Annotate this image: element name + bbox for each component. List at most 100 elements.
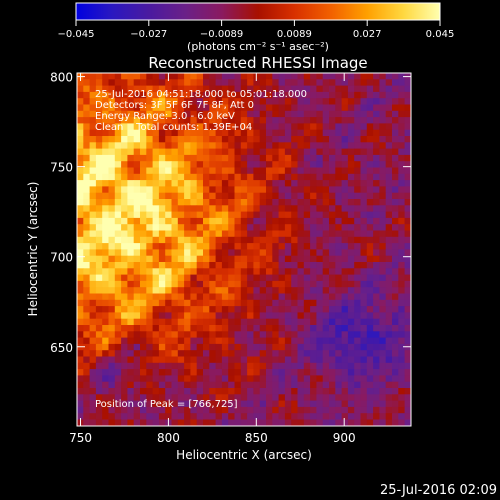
heatmap-cell (284, 274, 292, 282)
heatmap-cell (322, 274, 330, 282)
heatmap-cell (177, 381, 185, 389)
heatmap-cell (341, 199, 349, 206)
heatmap-cell (127, 167, 135, 175)
heatmap-cell (240, 375, 248, 383)
heatmap-cell (316, 104, 324, 112)
heatmap-cell (385, 110, 393, 118)
heatmap-cell (140, 211, 147, 219)
heatmap-cell (102, 325, 109, 332)
heatmap-cell (203, 98, 210, 105)
heatmap-cell (83, 224, 90, 231)
heatmap-cell (228, 280, 235, 288)
heatmap-cell (322, 425, 330, 426)
heatmap-cell (373, 425, 380, 426)
heatmap-cell (234, 148, 242, 156)
heatmap-cell (228, 350, 235, 357)
heatmap-cell (228, 268, 235, 275)
heatmap-cell (228, 306, 235, 313)
heatmap-cell (209, 167, 216, 175)
heatmap-cell (177, 186, 185, 194)
heatmap-cell (158, 419, 166, 426)
heatmap-cell (203, 79, 210, 86)
heatmap-cell (303, 350, 311, 357)
annotation-time-range: 25-Jul-2016 04:51:18.000 to 05:01:18.000 (95, 89, 307, 100)
heatmap-cell (398, 337, 405, 345)
heatmap-cell (329, 312, 336, 320)
heatmap-cell (347, 325, 355, 332)
heatmap-cell (215, 350, 223, 357)
heatmap-cell (385, 199, 393, 206)
heatmap-cell (121, 230, 128, 238)
heatmap-cell (209, 98, 216, 105)
heatmap-cell (190, 312, 198, 320)
heatmap-cell (158, 217, 166, 225)
heatmap-cell (272, 255, 279, 263)
heatmap-cell (127, 388, 135, 395)
heatmap-cell (190, 192, 198, 200)
heatmap-cell (329, 331, 336, 338)
heatmap-cell (291, 388, 298, 395)
heatmap-cell (140, 274, 147, 282)
heatmap-cell (95, 243, 103, 250)
heatmap-cell (385, 243, 393, 250)
heatmap-cell (190, 186, 198, 194)
heatmap-cell (209, 186, 216, 194)
heatmap-cell (165, 129, 172, 137)
heatmap-cell (114, 136, 122, 143)
heatmap-cell (366, 205, 374, 212)
heatmap-cell (366, 243, 374, 250)
heatmap-cell (171, 262, 179, 269)
heatmap-cell (177, 325, 185, 332)
heatmap-cell (140, 217, 147, 225)
heatmap-cell (121, 217, 128, 225)
heatmap-cell (373, 274, 380, 282)
heatmap-cell (102, 375, 109, 383)
heatmap-cell (215, 199, 223, 206)
heatmap-cell (366, 236, 374, 244)
heatmap-cell (341, 375, 349, 383)
heatmap-cell (316, 255, 324, 263)
heatmap-cell (240, 331, 248, 338)
heatmap-cell (366, 268, 374, 275)
heatmap-cell (360, 217, 368, 225)
heatmap-cell (247, 413, 254, 420)
heatmap-cell (329, 217, 336, 225)
heatmap-cell (102, 224, 109, 231)
heatmap-cell (297, 268, 305, 275)
heatmap-cell (165, 406, 172, 414)
heatmap-cell (177, 192, 185, 200)
heatmap-cell (329, 142, 336, 149)
heatmap-cell (272, 280, 279, 288)
heatmap-cell (133, 369, 141, 376)
heatmap-cell (366, 337, 374, 345)
heatmap-cell (89, 243, 97, 250)
heatmap-cell (83, 293, 90, 301)
heatmap-cell (360, 262, 368, 269)
heatmap-cell (310, 413, 317, 420)
heatmap-cell (196, 312, 204, 320)
heatmap-cell (398, 73, 405, 80)
heatmap-cell (354, 180, 361, 187)
heatmap-cell (354, 117, 361, 124)
heatmap-cell (121, 268, 128, 275)
heatmap-cell (83, 123, 90, 131)
heatmap-cell (209, 419, 216, 426)
heatmap-cell (335, 262, 342, 269)
heatmap-cell (291, 98, 298, 105)
heatmap-cell (221, 224, 229, 231)
heatmap-cell (240, 91, 248, 99)
heatmap-cell (140, 180, 147, 187)
heatmap-cell (360, 325, 368, 332)
heatmap-cell (114, 117, 122, 124)
heatmap-cell (209, 299, 216, 307)
heatmap-cell (114, 337, 122, 345)
heatmap-cell (146, 356, 153, 364)
heatmap-cell (360, 350, 368, 357)
heatmap-cell (379, 262, 387, 269)
heatmap-cell (347, 337, 355, 345)
heatmap-cell (171, 104, 179, 112)
heatmap-cell (354, 91, 361, 99)
heatmap-cell (146, 186, 153, 194)
heatmap-cell (291, 186, 298, 194)
heatmap-cell (410, 325, 411, 332)
